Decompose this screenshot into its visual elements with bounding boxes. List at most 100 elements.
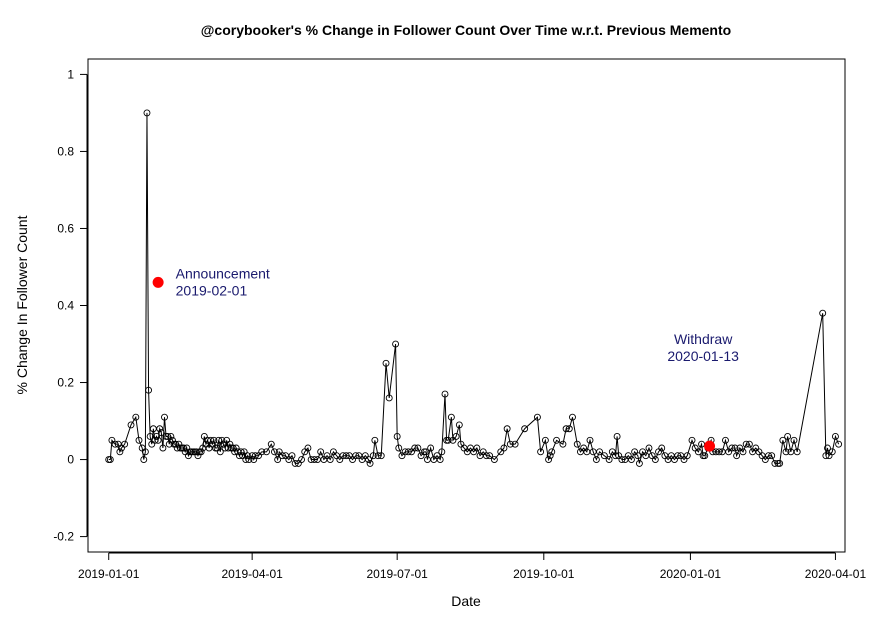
data-point	[404, 448, 412, 456]
data-point	[317, 448, 325, 456]
data-point	[835, 440, 843, 448]
data-point	[161, 413, 168, 421]
data-point	[243, 452, 251, 460]
data-point	[298, 456, 305, 464]
data-point	[645, 444, 653, 452]
data-point	[304, 444, 312, 452]
data-point	[116, 448, 124, 456]
data-point	[733, 452, 741, 460]
annotation-text: Announcement	[176, 266, 270, 282]
data-point	[828, 448, 836, 456]
data-point	[395, 444, 403, 452]
data-point	[392, 340, 400, 348]
data-point	[232, 444, 240, 452]
y-tick-label: 0	[67, 453, 74, 467]
event-highlights	[152, 276, 716, 452]
data-point	[500, 444, 508, 452]
data-point	[521, 425, 529, 433]
data-point	[156, 425, 164, 433]
data-point	[452, 433, 460, 440]
data-point	[111, 440, 119, 448]
data-point	[135, 436, 143, 444]
data-point	[739, 448, 747, 456]
data-point	[278, 452, 286, 460]
data-point	[586, 436, 594, 444]
data-point	[715, 448, 723, 456]
x-tick-label: 2019-07-01	[366, 567, 428, 581]
data-point	[745, 440, 753, 448]
data-point	[548, 448, 556, 456]
data-point	[651, 456, 659, 464]
data-point	[224, 444, 232, 452]
data-point	[140, 456, 148, 464]
data-point	[486, 452, 494, 460]
data-point	[613, 433, 621, 440]
data-point	[251, 452, 259, 460]
y-axis-label: % Change In Follower Count	[14, 215, 30, 394]
data-point	[414, 444, 422, 452]
highlight-point	[704, 440, 716, 452]
x-axis-label: Date	[451, 593, 481, 609]
data-point	[776, 459, 784, 467]
data-point	[742, 440, 750, 448]
data-point	[288, 452, 296, 460]
data-point	[121, 440, 129, 448]
data-point	[658, 444, 666, 452]
data-point	[731, 444, 739, 452]
x-tick-label: 2019-10-01	[513, 567, 575, 581]
data-point	[192, 448, 200, 456]
data-point	[145, 386, 153, 394]
data-point	[207, 436, 215, 444]
data-point	[455, 421, 463, 429]
data-point	[326, 456, 334, 464]
data-point	[822, 452, 830, 460]
data-point	[537, 448, 545, 456]
data-point	[274, 456, 282, 464]
data-point	[559, 440, 567, 448]
x-tick-label: 2020-04-01	[805, 567, 867, 581]
data-point	[694, 448, 702, 456]
data-point	[683, 452, 691, 460]
data-point	[612, 452, 619, 460]
data-point	[366, 459, 374, 467]
data-point	[237, 448, 245, 456]
data-point	[768, 452, 776, 460]
data-point	[618, 456, 626, 464]
data-point	[511, 440, 519, 448]
data-point	[393, 433, 401, 440]
data-point	[271, 448, 278, 456]
data-point	[132, 413, 140, 421]
data-point	[765, 452, 772, 460]
data-point	[218, 436, 226, 444]
data-point	[106, 456, 114, 464]
data-point	[250, 456, 258, 464]
data-point	[215, 436, 223, 444]
data-point	[263, 448, 270, 456]
data-point	[573, 440, 581, 448]
data-point	[482, 452, 490, 460]
data-point	[592, 456, 600, 464]
data-point	[831, 433, 839, 440]
data-point	[369, 452, 377, 460]
x-tick-label: 2019-01-01	[78, 567, 140, 581]
data-point	[824, 444, 831, 452]
axes: 2019-01-01 2019-04-01 2019-07-01 2019-10-01…	[53, 67, 866, 581]
data-point	[701, 452, 709, 460]
data-point	[490, 456, 498, 464]
data-point	[447, 413, 455, 421]
y-tick-label: 0.6	[57, 221, 74, 235]
data-point	[151, 436, 159, 444]
data-point	[565, 425, 573, 433]
data-point	[569, 413, 576, 421]
data-point	[216, 448, 224, 456]
y-tick-label: 0.2	[57, 376, 74, 390]
data-point	[688, 436, 696, 444]
data-point	[141, 448, 149, 456]
x-tick-label: 2019-04-01	[221, 567, 283, 581]
plot-frame	[87, 58, 846, 553]
data-point	[600, 452, 608, 460]
data-point	[153, 433, 160, 440]
